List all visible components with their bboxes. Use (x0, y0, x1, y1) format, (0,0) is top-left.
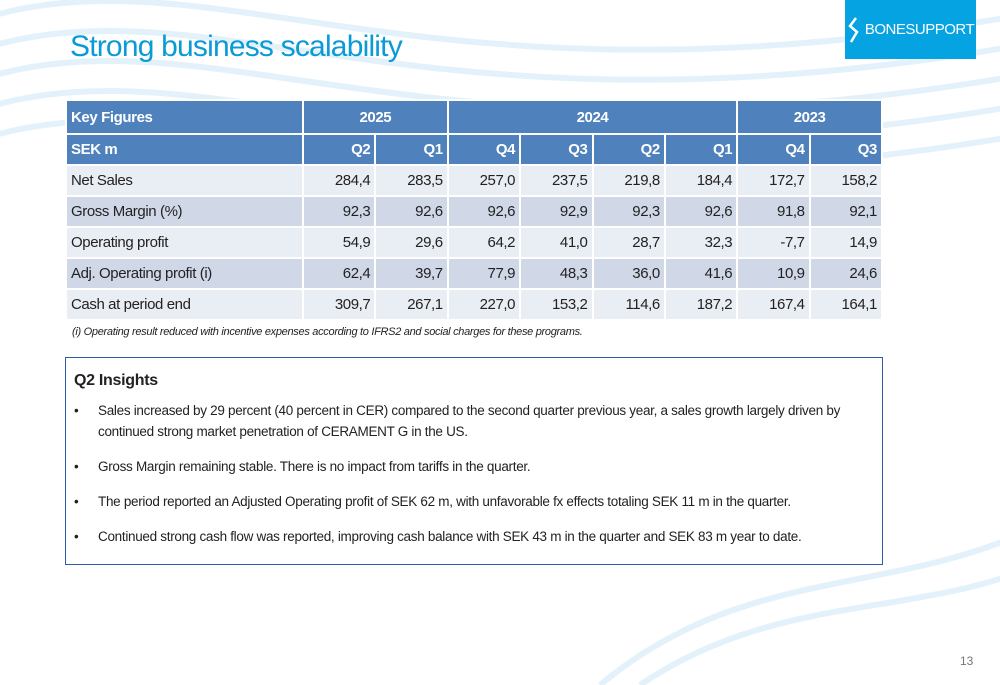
bonesupport-logo: BONESUPPORT (845, 0, 976, 59)
cell-value: 92,1 (808, 195, 884, 228)
bullet-icon: • (74, 494, 79, 509)
cell-value: 92,6 (446, 195, 522, 228)
footnote: (i) Operating result reduced with incent… (72, 326, 583, 338)
insights-heading: Q2 Insights (74, 372, 158, 389)
row-label: Net Sales (65, 164, 304, 197)
cell-value: 114,6 (591, 288, 666, 321)
cell-value: 32,3 (663, 226, 739, 259)
cell-value: 10,9 (736, 257, 811, 290)
quarter-header-row: SEK m Q2 Q1 Q4 Q3 Q2 Q1 Q4 Q3 (65, 133, 884, 166)
bullet-icon: • (74, 529, 79, 544)
cell-value: 184,4 (663, 164, 739, 197)
year-header: 2025 (302, 99, 449, 135)
cell-value: 257,0 (446, 164, 522, 197)
cell-value: 92,6 (374, 195, 449, 228)
row-label: Cash at period end (65, 288, 304, 321)
cell-value: 41,6 (663, 257, 739, 290)
cell-value: 158,2 (808, 164, 884, 197)
insight-item: • Continued strong cash flow was reported… (74, 526, 874, 547)
insights-list: • Sales increased by 29 percent (40 perce… (74, 400, 874, 547)
cell-value: 172,7 (736, 164, 811, 197)
quarter-header: Q1 (663, 133, 739, 166)
table-row: Operating profit 54,9 29,6 64,2 41,0 28,7 32,3… (65, 226, 884, 259)
year-header: 2023 (736, 99, 883, 135)
page-number: 13 (960, 654, 974, 668)
cell-value: 41,0 (519, 226, 594, 259)
cell-value: 39,7 (374, 257, 449, 290)
quarter-header: Q1 (374, 133, 449, 166)
cell-value: 48,3 (519, 257, 594, 290)
cell-value: 92,3 (301, 195, 377, 228)
cell-value: 164,1 (808, 288, 884, 321)
logo-icon (848, 16, 859, 43)
row-label: Adj. Operating profit (i) (65, 257, 304, 290)
key-figures-header: Key Figures (65, 99, 304, 135)
cell-value: 29,6 (374, 226, 449, 259)
cell-value: 92,6 (663, 195, 739, 228)
cell-value: 92,3 (591, 195, 666, 228)
insight-text: The period reported an Adjusted Operatin… (98, 494, 791, 509)
bullet-icon: • (74, 459, 79, 474)
cell-value: 77,9 (446, 257, 522, 290)
cell-value: 309,7 (301, 288, 377, 321)
cell-value: 153,2 (519, 288, 594, 321)
cell-value: 267,1 (374, 288, 449, 321)
table-row: Gross Margin (%) 92,3 92,6 92,6 92,9 92,3 92,6… (65, 195, 884, 228)
quarter-header: Q4 (736, 133, 811, 166)
cell-value: 283,5 (374, 164, 449, 197)
cell-value: 167,4 (736, 288, 811, 321)
table-row: Adj. Operating profit (i) 62,4 39,7 77,9 48,… (65, 257, 884, 290)
cell-value: -7,7 (736, 226, 811, 259)
unit-header: SEK m (65, 133, 304, 166)
cell-value: 91,8 (736, 195, 811, 228)
cell-value: 219,8 (591, 164, 666, 197)
page-title: Strong business scalability (70, 30, 403, 63)
insight-text: Continued strong cash flow was reported,… (98, 529, 802, 544)
insight-item: • Sales increased by 29 percent (40 perce… (74, 400, 874, 442)
cell-value: 28,7 (591, 226, 666, 259)
cell-value: 24,6 (808, 257, 884, 290)
row-label: Gross Margin (%) (65, 195, 304, 228)
quarter-header: Q3 (519, 133, 594, 166)
cell-value: 284,4 (301, 164, 377, 197)
cell-value: 187,2 (663, 288, 739, 321)
insights-box: Q2 Insights • Sales increased by 29 perce… (65, 357, 883, 565)
cell-value: 227,0 (446, 288, 522, 321)
insight-text: Sales increased by 29 percent (40 percen… (98, 403, 841, 439)
year-header: 2024 (446, 99, 739, 135)
insight-item: • The period reported an Adjusted Operati… (74, 491, 874, 512)
insight-item: • Gross Margin remaining stable. There is… (74, 456, 874, 477)
cell-value: 92,9 (519, 195, 594, 228)
insight-text: Gross Margin remaining stable. There is … (98, 459, 531, 474)
quarter-header: Q3 (808, 133, 884, 166)
logo-text: BONESUPPORT (864, 21, 975, 38)
key-figures-table: Key Figures 2025 2024 2023 SEK m Q2 Q1 Q4 Q… (65, 99, 884, 321)
cell-value: 62,4 (301, 257, 377, 290)
cell-value: 14,9 (808, 226, 884, 259)
cell-value: 54,9 (301, 226, 377, 259)
year-header-row: Key Figures 2025 2024 2023 (65, 99, 883, 135)
quarter-header: Q4 (446, 133, 522, 166)
table-row: Net Sales 284,4 283,5 257,0 237,5 219,8 184,4 1… (65, 164, 884, 197)
row-label: Operating profit (65, 226, 304, 259)
cell-value: 64,2 (446, 226, 522, 259)
table-row: Cash at period end 309,7 267,1 227,0 153,2 11… (65, 288, 884, 321)
quarter-header: Q2 (301, 133, 377, 166)
quarter-header: Q2 (591, 133, 666, 166)
bullet-icon: • (74, 403, 79, 418)
cell-value: 36,0 (591, 257, 666, 290)
cell-value: 237,5 (519, 164, 594, 197)
